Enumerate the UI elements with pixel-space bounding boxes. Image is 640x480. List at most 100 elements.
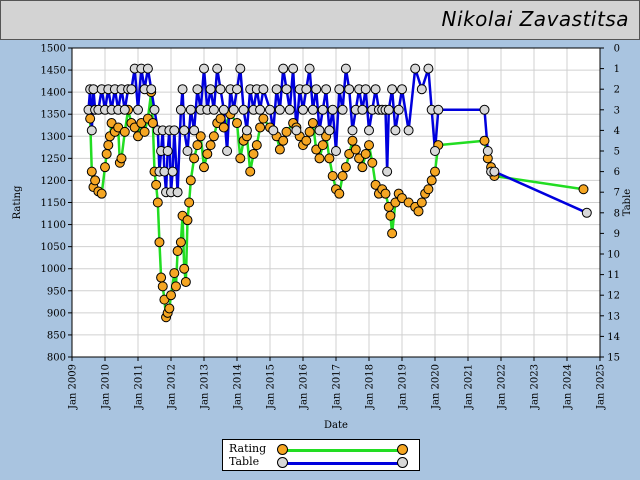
rating-point (184, 197, 195, 208)
y-right-tick-label: 10 (607, 250, 620, 261)
table-point (278, 63, 289, 74)
rating-point (103, 140, 114, 151)
x-tick-label: Jan 2021 (464, 364, 475, 410)
rating-point (179, 263, 190, 274)
y-right-tick-label: 7 (614, 188, 620, 199)
table-point (232, 84, 242, 95)
chart-header: Nikolai Zavastitsa (0, 0, 640, 40)
y-right-tick-label: 9 (614, 229, 620, 240)
rating-point (337, 171, 348, 182)
rating-point (139, 126, 150, 137)
rating-point (350, 144, 361, 155)
x-tick-label: Jan 2015 (266, 364, 277, 410)
y-left-tick-label: 800 (47, 353, 66, 364)
table-point (177, 84, 188, 95)
rating-point (281, 126, 292, 137)
rating-point (367, 157, 378, 168)
rating-point (413, 206, 424, 217)
table-point (218, 104, 229, 115)
table-point (167, 166, 178, 177)
rating-point (380, 188, 391, 199)
table-point (344, 84, 355, 95)
rating-point (274, 144, 285, 155)
y-left-tick-label: 1100 (41, 220, 66, 231)
y-right-tick-label: 11 (607, 270, 620, 281)
table-point (208, 104, 219, 115)
rating-point (360, 148, 371, 159)
table-point (301, 84, 312, 95)
rating-point (116, 153, 127, 164)
rating-point (169, 268, 180, 279)
table-point (416, 84, 427, 95)
y-left-tick-label: 1400 (41, 88, 66, 99)
table-point (162, 146, 173, 156)
rating-point (364, 140, 374, 151)
table-point (370, 84, 381, 95)
table-point (215, 84, 226, 95)
x-tick-label: Jan 2020 (431, 364, 442, 410)
y-right-axis-label: Table (622, 189, 633, 216)
table-point (334, 84, 345, 95)
y-left-tick-label: 1200 (41, 176, 66, 187)
y-left-tick-label: 900 (47, 308, 66, 319)
rating-point (232, 118, 242, 129)
table-point (169, 125, 180, 136)
table-point (212, 63, 223, 74)
rating-point (479, 135, 490, 146)
table-point (489, 166, 500, 177)
table-point (393, 104, 404, 115)
table-point (222, 146, 233, 156)
rating-point (119, 126, 130, 137)
table-point (288, 63, 299, 74)
table-point (205, 84, 216, 95)
rating-point (430, 166, 440, 177)
table-point (357, 104, 368, 115)
table-point (88, 84, 99, 95)
rating-point (101, 148, 112, 159)
table-point (255, 104, 266, 115)
y-left-tick-label: 950 (47, 286, 66, 297)
table-point (149, 104, 160, 115)
y-right-tick-label: 6 (614, 167, 620, 178)
table-point (189, 125, 200, 136)
rating-point (324, 153, 335, 164)
y-left-tick-label: 1450 (41, 66, 66, 77)
legend-label-table: Table (229, 455, 260, 468)
table-point (281, 84, 292, 95)
x-tick-label: Jan 2025 (596, 364, 607, 410)
y-left-tick-label: 1150 (41, 198, 66, 209)
rating-point (185, 175, 196, 186)
rating-point (317, 140, 328, 151)
legend-dot-table-left (277, 457, 288, 468)
table-point (324, 125, 335, 136)
rating-point (205, 140, 216, 151)
y-left-tick-label: 1250 (41, 154, 66, 165)
table-point (430, 146, 440, 156)
rating-point (157, 281, 168, 292)
rating-point (85, 113, 96, 124)
table-point (311, 84, 322, 95)
x-tick-label: Jan 2014 (233, 364, 244, 410)
table-point (479, 104, 490, 115)
table-point (321, 84, 332, 95)
rating-point (202, 148, 213, 159)
table-point (403, 125, 414, 136)
legend-line-table (285, 462, 407, 465)
rating-point (192, 140, 203, 151)
table-point (185, 104, 196, 115)
table-point (317, 104, 328, 115)
table-point (291, 125, 302, 136)
y-left-tick-label: 1300 (41, 132, 66, 143)
rating-point (208, 131, 219, 142)
table-point (382, 166, 393, 177)
x-tick-label: Jan 2012 (167, 364, 178, 410)
table-point (238, 104, 249, 115)
table-point (235, 63, 246, 74)
legend-line-rating (285, 449, 407, 452)
x-tick-label: Jan 2009 (68, 364, 79, 410)
table-point (126, 84, 137, 95)
x-tick-label: Jan 2010 (101, 364, 112, 410)
rating-point (195, 131, 206, 142)
rating-point (278, 135, 289, 146)
